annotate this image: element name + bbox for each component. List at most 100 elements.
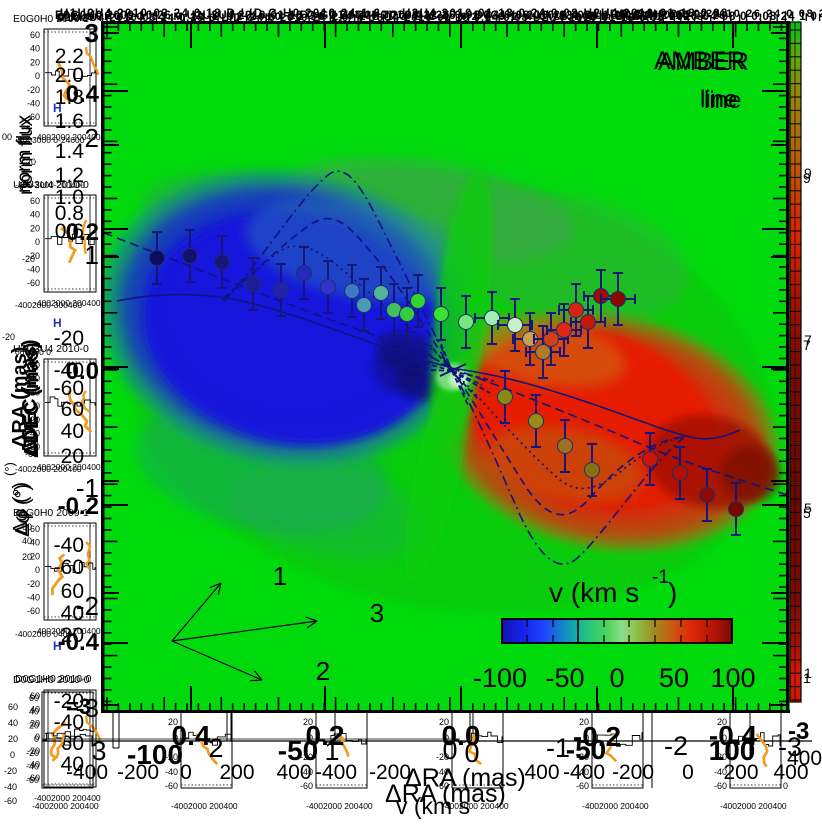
- svg-text:20: 20: [29, 720, 39, 730]
- svg-text:40: 40: [30, 374, 40, 384]
- svg-text:20: 20: [717, 717, 727, 727]
- svg-text:0.8: 0.8: [55, 202, 84, 225]
- svg-text:ΔDEC (mas): ΔDEC (mas): [21, 342, 43, 458]
- svg-text:-400: -400: [315, 761, 357, 784]
- svg-text:-20: -20: [54, 690, 84, 713]
- svg-text:40: 40: [61, 420, 84, 443]
- svg-text:40: 40: [8, 718, 18, 728]
- svg-text:-40: -40: [25, 437, 38, 447]
- svg-text:ΔRA (mas): ΔRA (mas): [405, 764, 526, 792]
- svg-text:-4003000 0-24600: -4003000 0-24600: [15, 135, 85, 145]
- svg-text:ΔDEC (mas): ΔDEC (mas): [19, 339, 41, 455]
- svg-text:AMBER: AMBER: [654, 47, 745, 75]
- svg-text:-50: -50: [566, 734, 606, 765]
- svg-text:0: 0: [35, 732, 40, 742]
- svg-text:0: 0: [682, 761, 694, 784]
- svg-text:60: 60: [30, 691, 40, 701]
- svg-text:-200: -200: [612, 761, 654, 784]
- svg-text:-200: -200: [369, 761, 411, 784]
- svg-text:-50: -50: [278, 735, 318, 766]
- svg-text:-4002000 200400: -4002000 200400: [720, 801, 787, 811]
- svg-text:20: 20: [26, 157, 36, 167]
- svg-text:60: 60: [61, 732, 84, 755]
- svg-text:20: 20: [30, 387, 40, 397]
- svg-text:-20: -20: [576, 752, 589, 762]
- svg-text:0.4: 0.4: [66, 81, 100, 108]
- svg-text:40: 40: [22, 536, 32, 546]
- svg-text:-400: -400: [66, 761, 108, 784]
- svg-text:norm flux: norm flux: [16, 116, 37, 195]
- svg-text:Δφ (°): Δφ (°): [10, 482, 32, 535]
- svg-text:-0.2: -0.2: [573, 721, 621, 752]
- svg-text:1: 1: [324, 736, 339, 766]
- svg-text:20: 20: [30, 551, 40, 561]
- svg-text:1: 1: [85, 240, 99, 270]
- svg-text:40: 40: [30, 44, 40, 54]
- svg-text:line: line: [704, 87, 741, 114]
- svg-text:-3: -3: [788, 718, 809, 745]
- svg-text:-20: -20: [27, 579, 40, 589]
- svg-text:40: 40: [30, 210, 40, 220]
- svg-text:40: 40: [29, 707, 39, 717]
- svg-text:0.6: 0.6: [55, 220, 84, 243]
- svg-text:2: 2: [85, 123, 99, 153]
- svg-text:-60: -60: [165, 781, 178, 791]
- svg-text:-60: -60: [436, 781, 449, 791]
- svg-text:3: 3: [85, 18, 99, 48]
- svg-text:20: 20: [30, 223, 40, 233]
- svg-text:60: 60: [8, 702, 18, 712]
- svg-text:-20: -20: [436, 752, 449, 762]
- svg-text:-60: -60: [54, 377, 84, 400]
- svg-text:-1: -1: [652, 567, 669, 588]
- svg-text:0.2: 0.2: [66, 219, 99, 246]
- svg-text:H: H: [53, 639, 62, 653]
- svg-text:1: 1: [273, 561, 287, 591]
- svg-text:3: 3: [370, 598, 384, 628]
- svg-text:20: 20: [579, 717, 589, 727]
- svg-text:1.6: 1.6: [55, 110, 84, 133]
- svg-text:2.2: 2.2: [55, 45, 84, 68]
- svg-text:0: 0: [173, 733, 178, 743]
- svg-text:-60: -60: [27, 773, 40, 783]
- svg-text:-20: -20: [54, 327, 84, 350]
- svg-text:40: 40: [61, 602, 84, 625]
- svg-text:60: 60: [30, 196, 40, 206]
- svg-text:0: 0: [10, 750, 15, 760]
- svg-text:9: 9: [803, 170, 811, 186]
- svg-text:-60: -60: [25, 449, 38, 459]
- svg-text:-4002000 200400: -4002000 200400: [582, 801, 649, 811]
- svg-text:-40: -40: [27, 760, 40, 770]
- svg-text:-3: -3: [778, 732, 802, 762]
- svg-text:-20: -20: [27, 251, 40, 261]
- svg-text:-40: -40: [714, 767, 727, 777]
- svg-text:-4002000 200400: -4002000 200400: [34, 462, 101, 472]
- svg-text:0: 0: [180, 761, 192, 784]
- svg-text:1: 1: [804, 665, 812, 681]
- svg-text:-40: -40: [27, 265, 40, 275]
- svg-text:-200: -200: [117, 761, 159, 784]
- svg-text:-20: -20: [165, 752, 178, 762]
- svg-text:v (km s: v (km s: [549, 577, 639, 608]
- svg-text:40: 40: [30, 538, 40, 548]
- svg-text:1: 1: [803, 670, 811, 686]
- svg-text:20: 20: [61, 445, 84, 468]
- svg-text:0: 0: [35, 71, 40, 81]
- svg-text:U2U3U4 2010-0: U2U3U4 2010-0: [13, 179, 89, 191]
- svg-text:50: 50: [659, 663, 689, 693]
- svg-text:0 2 G0H0 2C 53 M 10 L U2 2010: 0 2 G0H0 2C 53 M 10 L U2 2010 02 50 2 4 …: [58, 11, 705, 23]
- svg-text:-4002000 200400: -4002000 200400: [34, 626, 101, 636]
- svg-text:-40: -40: [54, 534, 84, 557]
- svg-text:-60: -60: [576, 781, 589, 791]
- svg-text:-0.4: -0.4: [709, 720, 758, 751]
- svg-text:E0G0H0 2009-1: E0G0H0 2009-1: [13, 507, 89, 519]
- svg-text:-0.4: -0.4: [58, 629, 100, 656]
- svg-text:-4002000 200400: -4002000 200400: [442, 801, 509, 811]
- svg-text:-20: -20: [22, 254, 35, 264]
- svg-text:-60: -60: [27, 112, 40, 122]
- svg-text:ΔRA (mas): ΔRA (mas): [9, 347, 31, 448]
- svg-text:0.0: 0.0: [442, 720, 481, 751]
- svg-text:20: 20: [30, 57, 40, 67]
- svg-text:0: 0: [35, 401, 40, 411]
- svg-text:0: 0: [609, 663, 624, 693]
- svg-text:2: 2: [208, 733, 223, 763]
